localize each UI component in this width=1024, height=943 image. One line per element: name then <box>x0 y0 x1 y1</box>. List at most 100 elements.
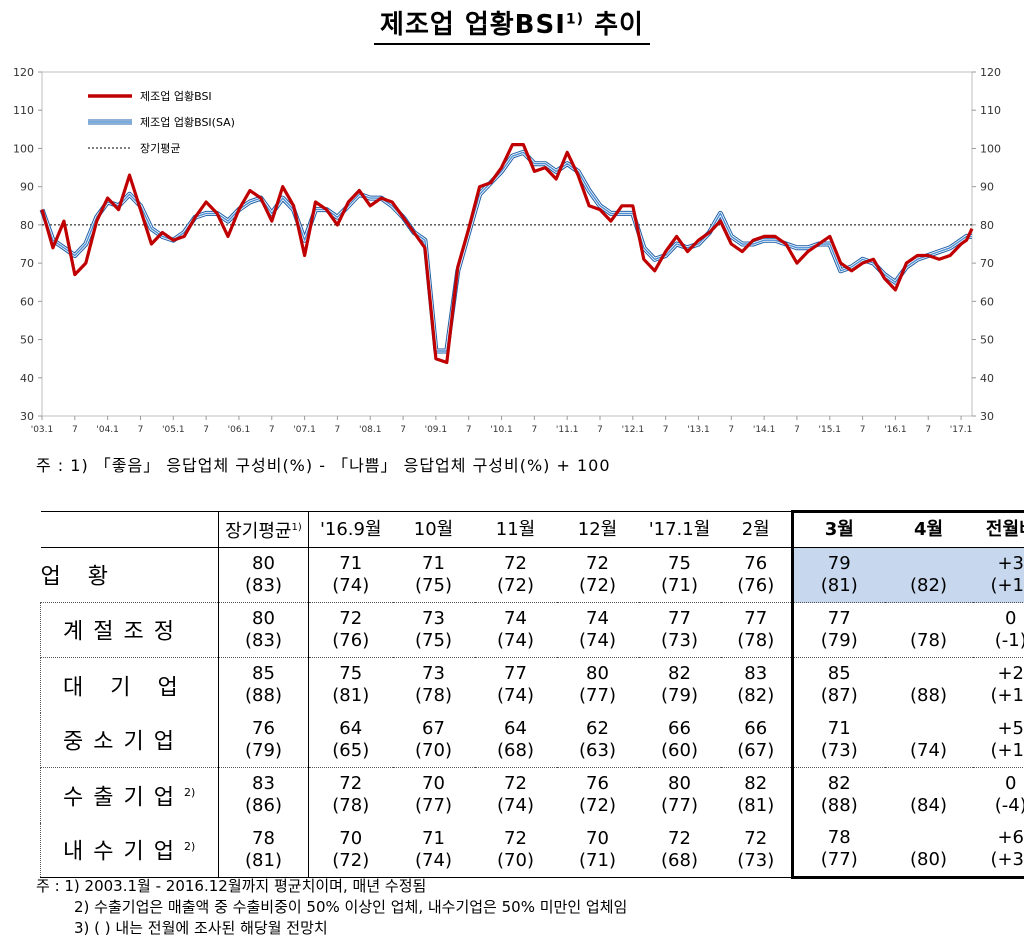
avg-cell: 80 (83) <box>218 602 309 658</box>
row-label: 내수기업2) <box>40 822 219 878</box>
x-tick-label: '06.1 <box>228 425 251 435</box>
cell-value: (73) <box>820 739 858 761</box>
bsi-line-chart: 30 30 40 40 50 50 60 60 70 70 80 80 90 90 100 100 110 110… <box>13 66 1001 435</box>
cell-value: (+3) <box>990 849 1024 871</box>
march-cell: 78 (77) <box>791 822 885 879</box>
y-tick-label-right: 100 <box>980 142 1001 155</box>
row-label: 업 황 <box>40 564 118 590</box>
cell-value: 85 <box>827 663 851 685</box>
x-tick-label: '13.1 <box>687 425 710 435</box>
cell-value: 78 <box>252 827 275 849</box>
x-tick-label: 7 <box>203 425 209 435</box>
title-footnote-mark: 1) <box>565 11 585 28</box>
month-cell: 72 (76) <box>308 602 393 658</box>
march-cell: 71 (73) <box>791 712 885 768</box>
y-tick-label-right: 30 <box>980 410 994 423</box>
x-tick-label: 7 <box>72 425 78 435</box>
month-cell: 73 (75) <box>392 602 475 658</box>
x-tick-label: 7 <box>925 425 931 435</box>
header-avg: 장기평균1) <box>218 511 309 548</box>
avg-cell: 76 (79) <box>218 712 309 768</box>
march-cell: 82 (88) <box>791 767 885 823</box>
y-tick-label-left: 70 <box>20 257 34 270</box>
x-tick-label: '16.1 <box>884 425 907 435</box>
x-tick-label: 7 <box>860 425 866 435</box>
cell-value: (83) <box>245 630 282 651</box>
april-cell: (78) <box>884 602 973 658</box>
x-tick-label: '17.1 <box>950 425 973 435</box>
x-tick-label: '07.1 <box>293 425 316 435</box>
cell-value: (-4) <box>994 795 1024 817</box>
header-col: 11월 <box>474 511 557 548</box>
header-col-march: 3월 <box>791 510 885 548</box>
month-cell: 76 (72) <box>556 767 639 823</box>
month-cell: 71 (74) <box>332 553 370 596</box>
bsi-table: 장기평균1) '16.9월 10월 11월 12월 '17.1월 2월 3월 4… <box>40 510 1024 879</box>
table-row: 내수기업2) 78 (81) 70 (72) 71 (74) 72 (70) 70 (71) 72 (6… <box>40 822 1024 879</box>
cell-value: 80 <box>252 608 275 629</box>
cell-value: 82 <box>827 773 851 795</box>
header-col: 10월 <box>392 511 475 548</box>
x-tick-label: '08.1 <box>359 425 382 435</box>
month-cell: 77 (78) <box>720 602 793 658</box>
table-header-row: 장기평균1) '16.9월 10월 11월 12월 '17.1월 2월 3월 4… <box>40 510 1024 548</box>
legend-label: 제조업 업황BSI <box>140 90 212 103</box>
header-col-diff: 전월비 <box>972 510 1024 548</box>
legend-label: 제조업 업황BSI(SA) <box>140 116 235 129</box>
diff-cell: +6(+3) <box>972 822 1024 879</box>
april-cell: (74) <box>885 713 973 768</box>
row-label: 수출기업2) <box>40 767 219 823</box>
cell-value: (82) <box>910 575 947 596</box>
cell-value: 0 <box>1005 773 1017 795</box>
cell-value: (79) <box>245 739 282 761</box>
cell-value: (+1) <box>990 575 1024 596</box>
month-cell: 80 (77) <box>638 767 721 823</box>
x-tick-label: '11.1 <box>556 425 579 435</box>
note-1: 주 : 1) 2003.1월 - 2016.12월까지 평균치이며, 매년 수정… <box>36 877 427 895</box>
april-cell: (88) <box>884 657 973 713</box>
month-cell: 82 (79) <box>638 657 721 713</box>
avg-cell: 83 (86) <box>218 767 309 823</box>
title-suffix: 추이 <box>594 10 644 40</box>
month-cell: 73 (78) <box>392 657 475 713</box>
month-cell: 77 (74) <box>474 657 557 713</box>
avg-cell: 78 (81) <box>218 822 309 878</box>
x-tick-label: 7 <box>466 425 472 435</box>
month-cell: 82 (81) <box>720 767 793 823</box>
month-cell: 64 (65) <box>332 717 370 761</box>
y-tick-label-right: 90 <box>980 181 994 194</box>
avg-cell: 80 (83) <box>218 547 309 603</box>
month-cell: 72 (74) <box>474 767 557 823</box>
cell-value: (+1) <box>990 685 1024 707</box>
cell-value: (77) <box>820 849 858 871</box>
cell-value: (86) <box>245 795 282 817</box>
cell-value: (84) <box>910 795 947 817</box>
month-cell: 62 (63) <box>579 717 616 761</box>
cell-value: (80) <box>910 849 947 871</box>
header-col: 12월 <box>556 511 639 548</box>
table-row: 계절조정 80 (83) 72 (76) 73 (75) 74 (74) 74 (74) 77 (73)… <box>40 602 1024 658</box>
cell-value: (81) <box>820 575 858 596</box>
y-tick-label-right: 70 <box>980 257 994 270</box>
note-3: 3) ( ) 내는 전월에 조사된 해당월 전망치 <box>74 919 328 937</box>
cell-value: 80 <box>252 553 275 574</box>
y-tick-label-right: 120 <box>980 66 1001 79</box>
y-tick-label-right: 80 <box>980 219 994 232</box>
diff-cell: 0 (-1) <box>972 602 1024 658</box>
cell-value: (78) <box>910 630 947 651</box>
row-label: 대 기 업 <box>40 657 219 713</box>
header-col: '16.9월 <box>308 511 393 548</box>
table-row: 업 황 80 (83) 71 (74) 71 (75) 72 (72) 72 (72) 75 (71) 7… <box>40 547 1024 603</box>
x-tick-label: 7 <box>400 425 406 435</box>
cell-value: 78 <box>827 827 851 849</box>
y-tick-label-right: 40 <box>980 372 994 385</box>
april-cell: (82) <box>884 547 973 603</box>
table-row: 대 기 업 85 (88) 75 (81) 73 (78) 77 (74) 80 (77) 82 (79… <box>40 657 1024 713</box>
diff-cell: +5(+1) <box>972 712 1024 768</box>
diff-cell: 0 (-4) <box>972 767 1024 823</box>
month-cell: 75 (81) <box>308 657 393 713</box>
y-tick-label-left: 30 <box>20 410 34 423</box>
y-tick-label-left: 80 <box>20 219 34 232</box>
month-cell: 80 (77) <box>556 657 639 713</box>
x-tick-label: '09.1 <box>425 425 448 435</box>
